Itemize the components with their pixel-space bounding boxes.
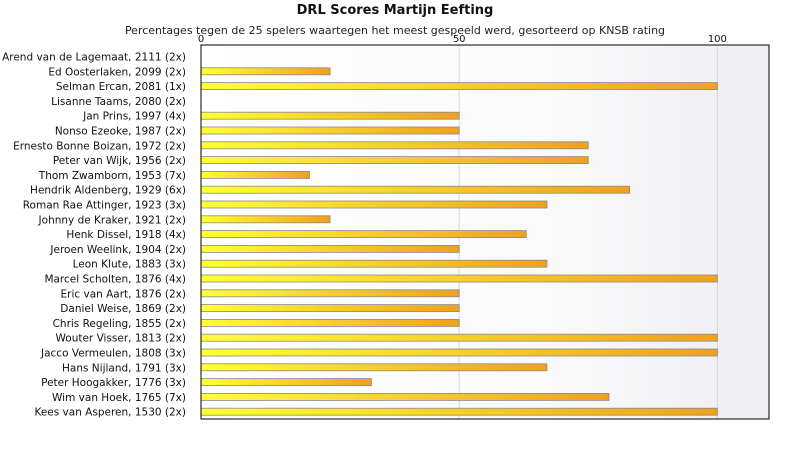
category-label: Ernesto Bonne Boizan, 1972 (2x) xyxy=(13,140,186,152)
x-tick-label: 50 xyxy=(453,34,466,45)
bar xyxy=(200,392,610,401)
category-label: Leon Klute, 1883 (3x) xyxy=(73,259,186,271)
category-label: Peter van Wijk, 1956 (2x) xyxy=(53,155,186,167)
bar xyxy=(200,141,589,150)
category-label: Jacco Vermeulen, 1808 (3x) xyxy=(40,348,186,360)
chart-subtitle: Percentages tegen de 25 spelers waartege… xyxy=(124,24,666,37)
category-label: Selman Ercan, 2081 (1x) xyxy=(56,81,186,93)
category-label: Hans Nijland, 1791 (3x) xyxy=(62,362,186,374)
category-label: Nonso Ezeoke, 1987 (2x) xyxy=(55,126,186,138)
category-label: Hendrik Aldenberg, 1929 (6x) xyxy=(30,185,186,197)
chart-title: DRL Scores Martijn Eefting xyxy=(296,3,494,18)
x-tick-label: 0 xyxy=(198,34,204,45)
bar xyxy=(200,304,460,313)
bar xyxy=(200,407,718,416)
bars xyxy=(200,67,718,416)
category-label: Henk Dissel, 1918 (4x) xyxy=(66,229,186,241)
bar xyxy=(200,185,630,194)
category-label: Lisanne Taams, 2080 (2x) xyxy=(51,96,186,108)
bar xyxy=(200,126,460,135)
category-label: Peter Hoogakker, 1776 (3x) xyxy=(41,377,186,389)
bar xyxy=(200,82,718,90)
category-labels: Arend van de Lagemaat, 2111 (2x) Ed Ooste… xyxy=(2,52,186,419)
bar xyxy=(200,318,460,327)
bar xyxy=(200,200,548,209)
bar xyxy=(200,215,331,224)
x-axis-ticks: 0 50 100 xyxy=(198,34,727,45)
category-label: Daniel Weise, 1869 (2x) xyxy=(60,303,186,315)
bar xyxy=(200,333,718,342)
category-label: Jeroen Weelink, 1904 (2x) xyxy=(49,244,186,256)
category-label: Marcel Scholten, 1876 (4x) xyxy=(44,274,186,286)
bar xyxy=(200,348,718,357)
category-label: Wim van Hoek, 1765 (7x) xyxy=(52,392,186,404)
bar xyxy=(200,170,310,179)
category-label: Ed Oosterlaken, 2099 (2x) xyxy=(48,66,186,78)
bar xyxy=(200,259,548,268)
bar xyxy=(200,274,718,283)
bar xyxy=(200,156,589,165)
category-label: Chris Regeling, 1855 (2x) xyxy=(53,318,186,330)
category-label: Jan Prins, 1997 (4x) xyxy=(82,111,186,123)
category-label: Roman Rae Attinger, 1923 (3x) xyxy=(23,200,186,212)
category-label: Arend van de Lagemaat, 2111 (2x) xyxy=(2,52,186,64)
plot-frame xyxy=(200,44,770,420)
category-label: Wouter Visser, 1813 (2x) xyxy=(56,333,187,345)
x-tick-label: 100 xyxy=(708,34,727,45)
bar xyxy=(200,111,460,120)
category-label: Kees van Asperen, 1530 (2x) xyxy=(34,407,186,419)
category-label: Eric van Aart, 1876 (2x) xyxy=(61,288,187,300)
bar xyxy=(200,244,460,253)
bar xyxy=(200,230,527,239)
bar xyxy=(200,289,460,298)
category-label: Thom Zwamborn, 1953 (7x) xyxy=(38,170,186,182)
bar xyxy=(200,363,548,372)
category-label: Johnny de Kraker, 1921 (2x) xyxy=(38,214,186,226)
bar xyxy=(200,378,372,387)
bar xyxy=(200,67,331,76)
